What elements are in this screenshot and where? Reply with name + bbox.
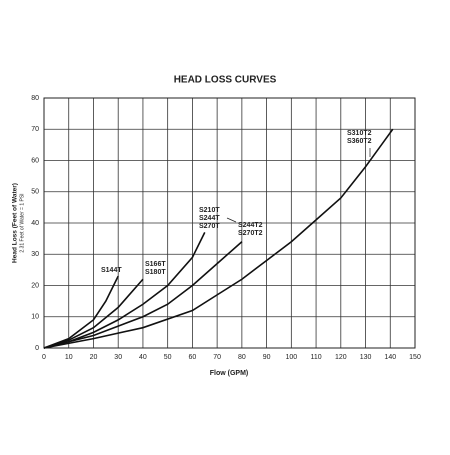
x-tick-label: 30: [114, 354, 122, 361]
x-tick-label: 50: [164, 354, 172, 361]
x-tick-label: 80: [238, 354, 246, 361]
x-tick-label: 140: [384, 354, 396, 361]
x-tick-label: 150: [409, 354, 421, 361]
chart-title: HEAD LOSS CURVES: [174, 75, 277, 86]
x-axis-label: Flow (GPM): [210, 370, 249, 377]
y-tick-label: 80: [31, 95, 39, 102]
curve-label: S244T2: [238, 222, 263, 229]
curve-label: S360T2: [347, 138, 372, 145]
x-tick-label: 90: [263, 354, 271, 361]
x-tick-label: 130: [360, 354, 372, 361]
curve: [43, 275, 119, 349]
x-tick-label: 0: [42, 354, 46, 361]
curve-label: S244T: [199, 215, 220, 222]
y-tick-label: 0: [35, 345, 39, 352]
y-axis-note: 2.31 Feet of Water = 1 PSI: [19, 193, 25, 252]
curve-label: S270T2: [238, 230, 263, 237]
curve-label: S144T: [101, 267, 122, 274]
label-leader: [226, 217, 237, 223]
y-axis-label: Head Loss (Feet of Water): [12, 183, 19, 263]
x-tick-label: 120: [335, 354, 347, 361]
y-tick-label: 50: [31, 189, 39, 196]
curve: [43, 128, 394, 349]
y-tick-label: 20: [31, 282, 39, 289]
curve: [43, 278, 144, 349]
plot-frame: [43, 97, 416, 349]
x-tick-label: 40: [139, 354, 147, 361]
y-tick-label: 10: [31, 314, 39, 321]
x-tick-label: 70: [213, 354, 221, 361]
curve-label: S210T: [199, 207, 220, 214]
curve-label: S180T: [145, 269, 166, 276]
y-tick-label: 60: [31, 157, 39, 164]
x-tick-label: 20: [90, 354, 98, 361]
y-tick-label: 70: [31, 126, 39, 133]
curve-label: S166T: [145, 261, 166, 268]
y-tick-label: 30: [31, 251, 39, 258]
curve-label: S310T2: [347, 130, 372, 137]
x-tick-label: 10: [65, 354, 73, 361]
y-tick-label: 40: [31, 220, 39, 227]
x-tick-label: 110: [310, 354, 321, 361]
curve-label: S270T: [199, 223, 220, 230]
x-tick-label: 60: [189, 354, 197, 361]
x-tick-label: 100: [285, 354, 297, 361]
curve: [43, 241, 243, 349]
